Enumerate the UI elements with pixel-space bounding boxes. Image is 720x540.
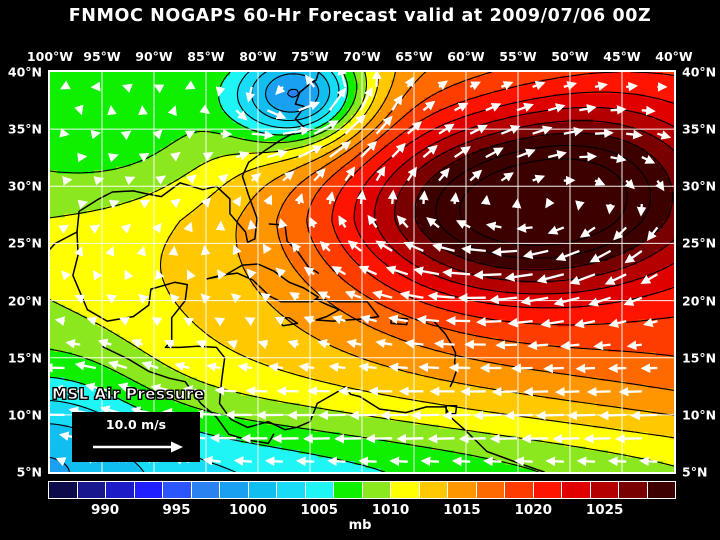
page-title: FNMOC NOGAPS 60-Hr Forecast valid at 200… — [68, 6, 652, 26]
colorbar-segment — [590, 482, 619, 498]
lat-tick-label: 35°N — [682, 121, 717, 137]
lat-tick-label: 35°N — [7, 121, 42, 137]
colorbar-segment — [362, 482, 391, 498]
colorbar-tick-label: 990 — [90, 502, 120, 518]
lon-tick-label: 90°W — [135, 49, 173, 64]
colorbar-segment — [49, 482, 78, 498]
lon-tick-label: 40°W — [655, 49, 693, 64]
colorbar-tick-label: 1025 — [585, 502, 624, 518]
colorbar-segment — [619, 482, 648, 498]
lon-tick-label: 45°W — [603, 49, 641, 64]
colorbar-segment — [248, 482, 277, 498]
lon-tick-label: 55°W — [499, 49, 537, 64]
lat-tick-label: 20°N — [7, 293, 42, 309]
colorbar-segment — [448, 482, 477, 498]
lat-tick-label: 10°N — [682, 407, 717, 423]
lat-tick-label: 30°N — [7, 178, 42, 194]
lon-tick-label: 95°W — [83, 49, 121, 64]
colorbar-segment — [220, 482, 249, 498]
colorbar-tick-label: 1000 — [229, 502, 267, 518]
arrow-right-icon — [93, 441, 183, 453]
colorbar-segment — [77, 482, 106, 498]
field-label: MSL Air Pressure — [52, 385, 205, 404]
pressure-field-svg — [50, 72, 674, 472]
lat-tick-label: 5°N — [16, 464, 42, 480]
lon-tick-label: 80°W — [239, 49, 277, 64]
colorbar-segment — [505, 482, 534, 498]
colorbar-tick-labels: 990 995 1000 1005 1010 1015 1020 1025 — [0, 502, 720, 520]
lat-tick-label: 10°N — [7, 407, 42, 423]
wind-vector-key-label: 10.0 m/s — [105, 417, 167, 432]
colorbar-segment — [476, 482, 505, 498]
colorbar-segment — [391, 482, 420, 498]
pressure-colorbar[interactable] — [48, 481, 676, 499]
colorbar-segment — [562, 482, 591, 498]
colorbar-segment — [191, 482, 220, 498]
lon-tick-label: 65°W — [395, 49, 433, 64]
lat-tick-label: 40°N — [682, 64, 717, 80]
lon-tick-label: 70°W — [343, 49, 381, 64]
lon-tick-label: 100°W — [26, 49, 74, 64]
colorbar-segment — [419, 482, 448, 498]
lat-tick-label: 5°N — [682, 464, 708, 480]
colorbar-segment — [106, 482, 135, 498]
lon-tick-label: 60°W — [447, 49, 485, 64]
colorbar-segment — [334, 482, 363, 498]
colorbar-tick-label: 995 — [162, 502, 191, 518]
lon-tick-label: 50°W — [551, 49, 589, 64]
lon-tick-label: 75°W — [291, 49, 329, 64]
colorbar-tick-label: 1015 — [443, 502, 481, 518]
colorbar-tick-label: 1020 — [514, 502, 553, 518]
colorbar-segment — [533, 482, 562, 498]
colorbar-segment — [305, 482, 334, 498]
colorbar-segment — [277, 482, 306, 498]
colorbar-segment — [134, 482, 163, 498]
lat-tick-label: 25°N — [682, 235, 717, 251]
lon-tick-label: 85°W — [187, 49, 225, 64]
lat-tick-label: 15°N — [682, 350, 717, 366]
map-canvas — [50, 72, 674, 472]
lat-tick-label: 40°N — [7, 64, 42, 80]
wind-vector-key: 10.0 m/s — [72, 412, 200, 462]
lat-tick-label: 30°N — [682, 178, 717, 194]
lat-tick-label: 20°N — [682, 293, 717, 309]
map-plot-area[interactable] — [48, 70, 676, 474]
lat-tick-label: 25°N — [7, 235, 42, 251]
colorbar-unit-label: mb — [348, 518, 372, 533]
colorbar-tick-label: 1005 — [300, 502, 338, 518]
lat-tick-label: 15°N — [7, 350, 42, 366]
colorbar-segment — [163, 482, 192, 498]
colorbar-tick-label: 1010 — [371, 502, 410, 518]
colorbar-segment — [647, 482, 675, 498]
